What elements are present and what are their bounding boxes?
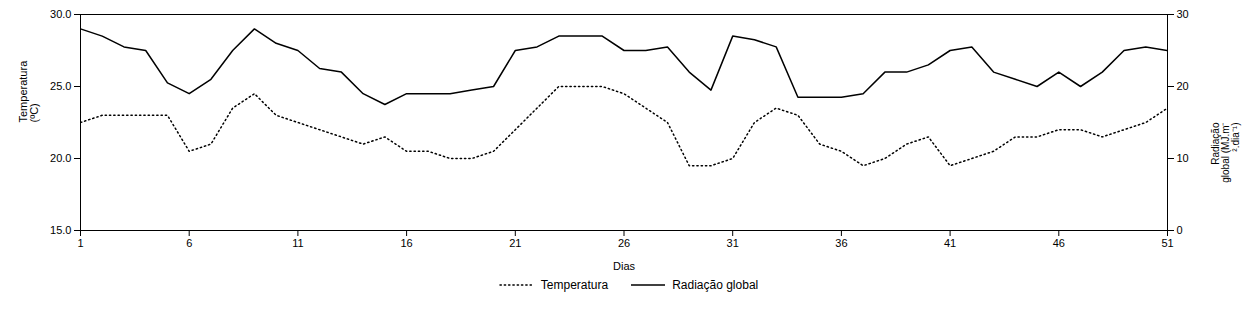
svg-text:20: 20 bbox=[1177, 80, 1189, 92]
svg-text:21: 21 bbox=[509, 237, 521, 249]
svg-text:Radiaçãoglobal (MJ.m⁻².dia⁻¹): Radiaçãoglobal (MJ.m⁻².dia⁻¹) bbox=[1210, 122, 1241, 183]
svg-text:36: 36 bbox=[835, 237, 847, 249]
svg-text:Dias: Dias bbox=[613, 260, 636, 272]
svg-text:10: 10 bbox=[1177, 152, 1189, 164]
svg-text:26: 26 bbox=[618, 237, 630, 249]
svg-text:1: 1 bbox=[77, 237, 83, 249]
svg-text:15.0: 15.0 bbox=[50, 224, 71, 236]
svg-text:31: 31 bbox=[727, 237, 739, 249]
svg-text:20.0: 20.0 bbox=[50, 152, 71, 164]
svg-text:25.0: 25.0 bbox=[50, 80, 71, 92]
svg-text:0: 0 bbox=[1177, 224, 1183, 236]
svg-text:46: 46 bbox=[1053, 237, 1065, 249]
svg-text:51: 51 bbox=[1161, 237, 1173, 249]
svg-text:6: 6 bbox=[186, 237, 192, 249]
svg-text:16: 16 bbox=[400, 237, 412, 249]
html-text:Radiação global: Radiação global bbox=[672, 278, 759, 292]
svg-text:30.0: 30.0 bbox=[50, 8, 71, 20]
svg-text:11: 11 bbox=[292, 237, 303, 249]
svg-text:Temperatura(ºC): Temperatura(ºC) bbox=[17, 60, 40, 123]
svg-text:41: 41 bbox=[944, 237, 956, 249]
svg-text:30: 30 bbox=[1177, 8, 1189, 20]
html-text:Temperatura: Temperatura bbox=[540, 278, 609, 292]
